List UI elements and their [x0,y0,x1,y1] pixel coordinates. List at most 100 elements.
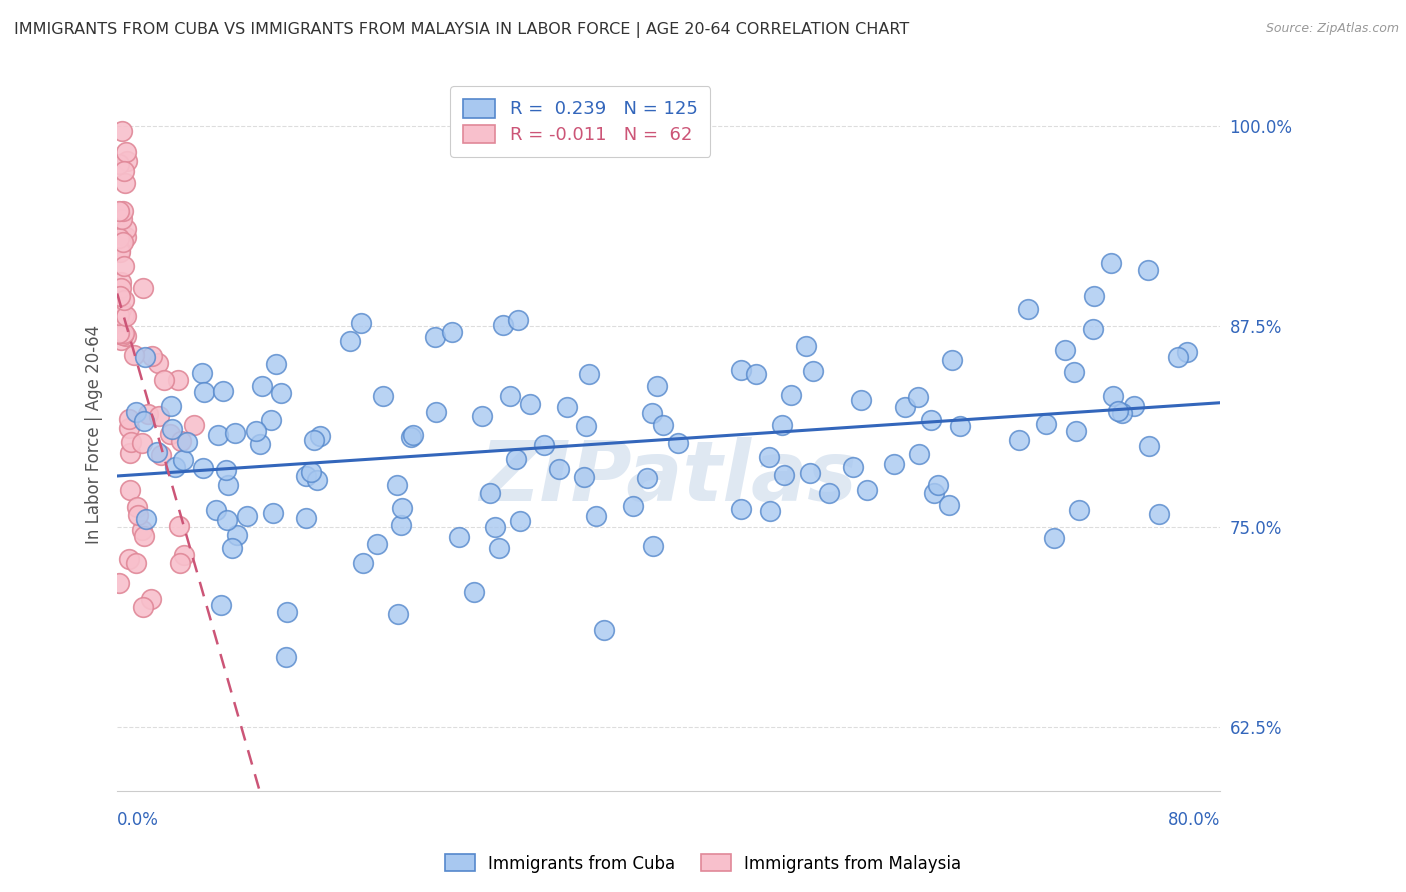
Point [745,368,768,382]
Point [299,465,322,479]
Point [111,123,134,137]
Point [112,260,135,274]
Point [221,541,243,556]
Point [1066,424,1088,438]
Point [1107,403,1129,417]
Point [1035,417,1057,431]
Point [548,462,571,476]
Point [621,499,644,513]
Point [115,154,138,169]
Point [204,503,226,517]
Point [295,468,318,483]
Point [796,339,818,353]
Point [110,235,132,250]
Point [1101,389,1123,403]
Point [245,424,267,438]
Point [463,585,485,599]
Point [399,430,422,444]
Point [118,483,141,498]
Point [107,204,129,219]
Point [1054,343,1077,357]
Point [801,364,824,378]
Point [894,401,917,415]
Point [1123,400,1146,414]
Point [112,293,135,307]
Point [1136,263,1159,277]
Point [169,519,191,533]
Point [425,329,447,343]
Point [557,401,579,415]
Point [110,301,132,316]
Point [578,368,600,382]
Point [585,509,607,524]
Point [191,461,214,475]
Point [125,405,148,419]
Point [110,245,132,260]
Point [112,326,135,340]
Point [402,427,425,442]
Point [148,356,170,370]
Point [927,478,949,492]
Point [110,227,132,241]
Point [391,500,413,515]
Point [107,157,129,171]
Point [641,406,664,420]
Legend: R =  0.239   N = 125, R = -0.011   N =  62: R = 0.239 N = 125, R = -0.011 N = 62 [450,87,710,157]
Point [1067,503,1090,517]
Point [908,447,931,461]
Point [508,313,530,327]
Point [817,485,839,500]
Point [780,388,803,402]
Point [366,537,388,551]
Point [108,288,131,302]
Point [115,145,138,159]
Point [592,623,614,637]
Point [112,308,135,322]
Point [236,508,259,523]
Point [1137,438,1160,452]
Text: ZIPatlas: ZIPatlas [479,437,858,517]
Point [249,437,271,451]
Point [110,333,132,347]
Point [308,429,330,443]
Point [1175,345,1198,359]
Point [304,433,326,447]
Point [110,275,132,289]
Point [176,435,198,450]
Point [183,417,205,432]
Point [1147,508,1170,522]
Point [207,428,229,442]
Point [449,530,471,544]
Point [112,163,135,178]
Point [856,483,879,498]
Point [920,412,942,426]
Point [262,506,284,520]
Point [114,177,136,191]
Point [132,414,155,428]
Point [145,445,167,459]
Point [1043,532,1066,546]
Point [470,409,492,423]
Point [122,348,145,362]
Point [350,316,373,330]
Point [770,417,793,432]
Point [108,326,131,341]
Point [643,539,665,553]
Point [924,486,946,500]
Point [120,446,142,460]
Text: 0.0%: 0.0% [117,811,159,829]
Point [209,598,232,612]
Point [270,386,292,401]
Point [115,329,138,343]
Point [274,650,297,665]
Text: IMMIGRANTS FROM CUBA VS IMMIGRANTS FROM MALAYSIA IN LABOR FORCE | AGE 20-64 CORR: IMMIGRANTS FROM CUBA VS IMMIGRANTS FROM … [14,22,910,38]
Point [883,457,905,471]
Point [212,384,235,398]
Point [111,212,134,227]
Point [352,556,374,570]
Point [849,392,872,407]
Point [111,235,134,250]
Point [139,591,162,606]
Point [1111,406,1133,420]
Point [1167,350,1189,364]
